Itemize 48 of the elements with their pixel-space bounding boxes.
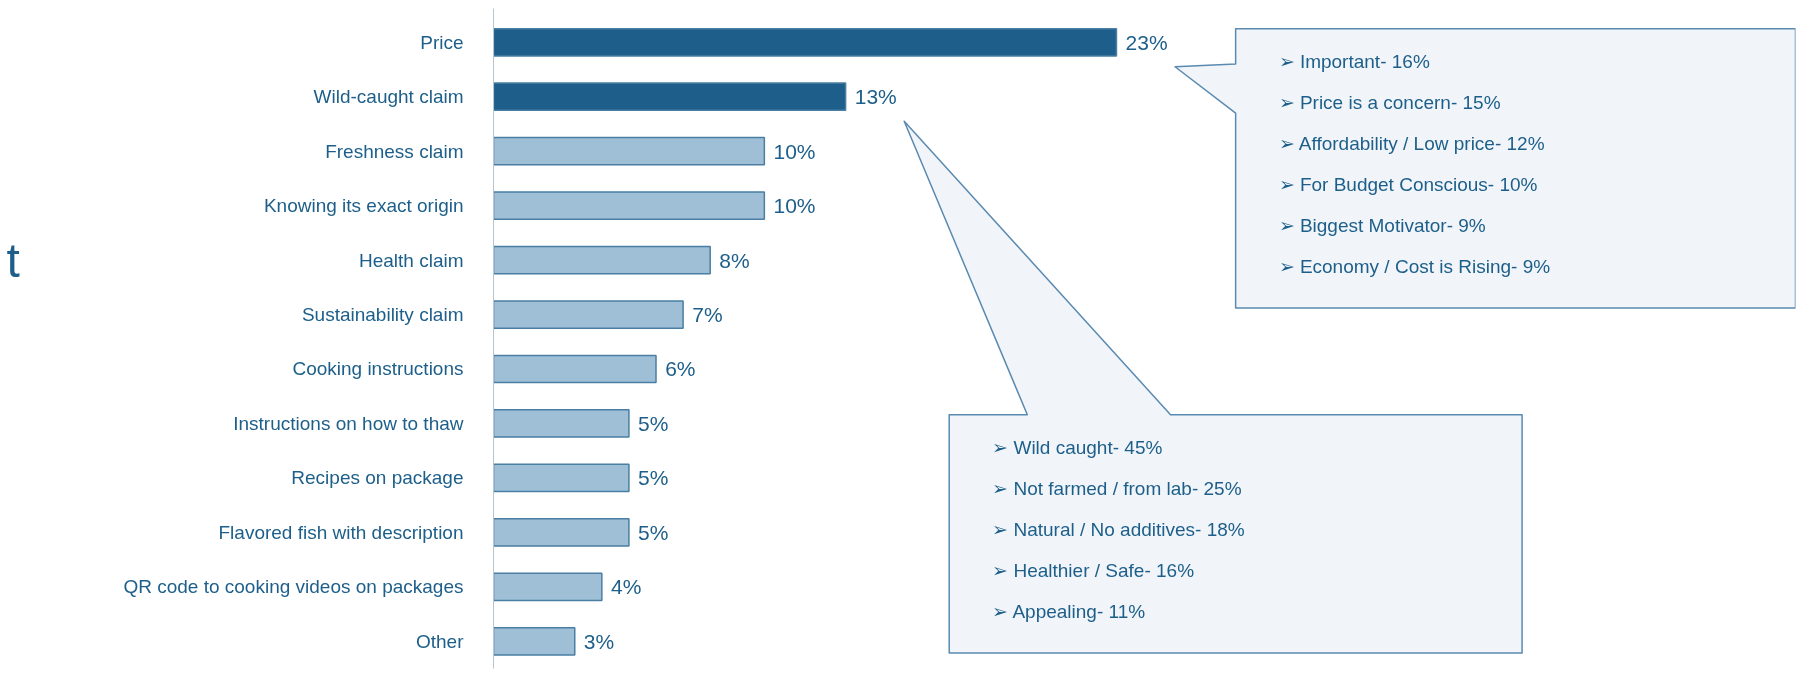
text: ➢ Important- 16% — [1278, 50, 1430, 72]
data-label: 7% — [692, 303, 723, 327]
data-label: 8% — [719, 248, 750, 272]
data-label: 5% — [638, 520, 669, 544]
bar — [493, 409, 630, 438]
y-tick-label: Other — [415, 630, 465, 652]
annotation: ➢ Natural / No additives- 18% — [992, 519, 1245, 541]
data-label: 5% — [638, 411, 669, 435]
data-label: 3% — [583, 629, 615, 653]
annotation: ➢ Healthier / Safe- 16% — [992, 560, 1195, 582]
data-label: 10% — [773, 139, 816, 163]
data-label: 4% — [610, 575, 642, 599]
bar — [493, 518, 630, 547]
y-tick-label: Flavored fish with description — [218, 521, 464, 543]
bar — [493, 245, 711, 275]
annotation: ➢ Appealing- 11% — [992, 601, 1146, 623]
data-label: 6% — [665, 357, 696, 381]
annotation: ➢ Wild caught- 45% — [992, 436, 1163, 458]
y-tick-label: Cooking instructions — [292, 358, 464, 380]
y-tick-label: Price — [420, 31, 464, 53]
text: ➢ Biggest Motivator- 9% — [1278, 215, 1486, 237]
text: ➢ Affordability / Low price- 12% — [1278, 133, 1545, 155]
bar — [493, 191, 766, 220]
y-tick-label: Instructions on how to thaw — [233, 412, 464, 434]
data-label: 10% — [773, 194, 816, 218]
data-label: 5% — [638, 466, 669, 490]
bar — [493, 463, 630, 493]
bar — [493, 136, 766, 166]
bar — [493, 27, 1118, 57]
bar — [493, 354, 657, 384]
y-tick-label: Sustainability claim — [301, 304, 464, 326]
text: ➢ Economy / Cost is Rising- 9% — [1278, 256, 1551, 278]
y-tick-label: QR code to cooking videos on packages — [123, 576, 464, 598]
y-tick-label: Recipes on package — [291, 467, 464, 489]
annotation: ➢ Not farmed / from lab- 25% — [992, 478, 1242, 500]
text: ➢ For Budget Conscious- 10% — [1278, 174, 1538, 196]
bar — [493, 82, 847, 112]
text: ➢ Price is a concern- 15% — [1278, 91, 1501, 113]
bar — [493, 572, 603, 602]
y-tick-label: Wild-caught claim — [313, 86, 464, 108]
y-tick-label: Freshness claim — [325, 140, 464, 162]
bar — [493, 626, 576, 656]
text: t — [6, 233, 20, 287]
data-label: 23% — [1125, 30, 1168, 54]
bar — [493, 300, 684, 329]
data-label: 13% — [854, 85, 897, 109]
y-tick-label: Health claim — [358, 249, 464, 271]
y-tick-label: Knowing its exact origin — [263, 195, 464, 217]
